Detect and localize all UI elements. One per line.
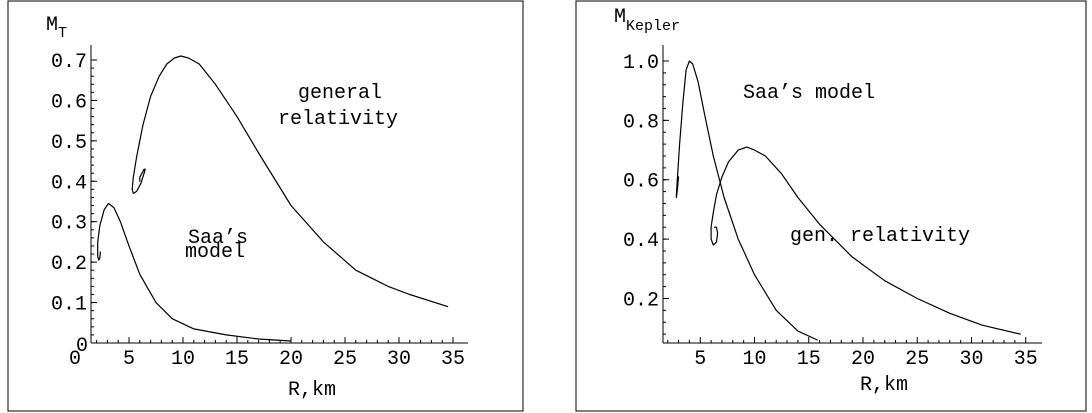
x-tick-label: 30 <box>387 348 411 371</box>
y-tick-label: 0.8 <box>623 111 659 134</box>
y-tick-label: 0.4 <box>623 230 659 253</box>
y-tick-label: 1.0 <box>623 52 659 75</box>
x-tick-label: 15 <box>797 348 821 371</box>
annotation-saas-model: Saa’s model <box>743 82 875 105</box>
y-tick-label: 0.5 <box>51 132 87 155</box>
x-tick-label: 20 <box>279 348 303 371</box>
y-tick-label: 0.2 <box>51 253 87 276</box>
panel-left-frame <box>7 0 524 412</box>
x-tick-label: 5 <box>694 348 706 371</box>
panel-right-x-label: R,km <box>860 374 908 397</box>
y-tick-label: 0.1 <box>51 294 87 317</box>
panel-left-ticks: 0 5 10 15 20 25 30 35 0.1 0.2 0.3 0.4 0.5 0.6 0.7 0 <box>51 51 465 371</box>
x-tick-label: 35 <box>1014 348 1038 371</box>
annotation-saas-model: Saa’s model <box>185 227 248 264</box>
x-tick-label: 10 <box>742 348 766 371</box>
y-tick-label: 0.3 <box>51 213 87 236</box>
series-general-relativity <box>710 146 1021 335</box>
panel-right-curves <box>675 60 1021 341</box>
panel-left-curves <box>97 55 449 342</box>
panel-right-frame <box>575 0 1087 412</box>
series-general-relativity <box>131 55 449 308</box>
x-tick-label: 20 <box>851 348 875 371</box>
x-tick-label: 0 <box>69 348 81 371</box>
y-tick-label: 0.4 <box>51 172 87 195</box>
annotation-general-relativity: general relativity <box>278 82 398 131</box>
y-tick-label: 0.6 <box>51 91 87 114</box>
panel-left: 0 5 10 15 20 25 30 350.10.20.30.40.50.60.70 MT … <box>7 0 524 412</box>
panel-left-y-label: MT <box>46 14 67 42</box>
y-tick-label: 0.7 <box>51 51 87 74</box>
x-tick-label: 15 <box>225 348 249 371</box>
y-tick-label: 0.2 <box>623 289 659 312</box>
series-saa-model <box>675 60 818 341</box>
y-tick-label-zero: 0 <box>76 335 88 358</box>
x-tick-label: 30 <box>959 348 983 371</box>
series-saa-model <box>97 202 292 342</box>
x-tick-label: 35 <box>441 348 465 371</box>
x-tick-label: 5 <box>123 348 135 371</box>
panel-right-ticks: 5 10 15 20 25 30 35 0.2 0.4 0.6 0.8 1.0 <box>623 52 1038 371</box>
panel-right-y-label: MKepler <box>614 6 680 35</box>
panel-right: 5 10 15 20 25 30 35 0.2 0.4 0.6 0.8 1.0 MKepler R,k… <box>575 0 1087 412</box>
annotation-gen-relativity: gen. relativity <box>790 225 970 248</box>
x-tick-label: 25 <box>333 348 357 371</box>
y-tick-label: 0.6 <box>623 171 659 194</box>
panel-left-x-label: R,km <box>288 379 336 402</box>
x-tick-label: 10 <box>171 348 195 371</box>
x-tick-label: 25 <box>905 348 929 371</box>
